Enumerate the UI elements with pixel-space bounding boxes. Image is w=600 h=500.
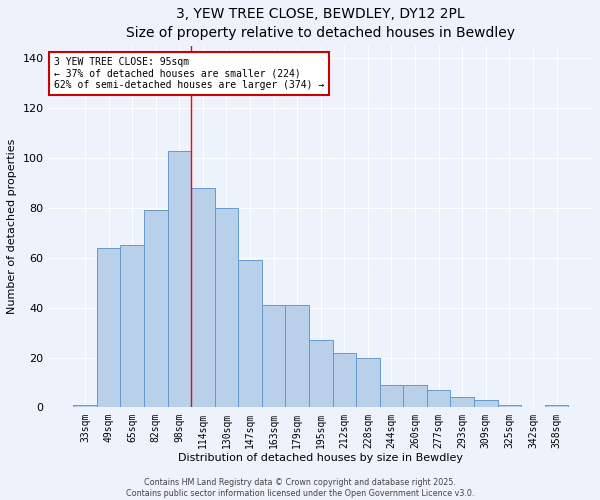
Bar [238, 260, 262, 408]
Bar [497, 405, 521, 407]
Y-axis label: Number of detached properties: Number of detached properties [7, 139, 17, 314]
Bar [167, 150, 191, 408]
Bar [427, 390, 451, 407]
Bar [309, 340, 332, 407]
Bar [144, 210, 167, 408]
Bar [97, 248, 121, 408]
Bar [73, 405, 97, 407]
Bar [545, 405, 568, 407]
X-axis label: Distribution of detached houses by size in Bewdley: Distribution of detached houses by size … [178, 453, 463, 463]
Bar [262, 305, 286, 408]
Bar [474, 400, 497, 407]
Bar [191, 188, 215, 408]
Bar [215, 208, 238, 408]
Text: 3 YEW TREE CLOSE: 95sqm
← 37% of detached houses are smaller (224)
62% of semi-d: 3 YEW TREE CLOSE: 95sqm ← 37% of detache… [54, 56, 324, 90]
Bar [451, 398, 474, 407]
Title: 3, YEW TREE CLOSE, BEWDLEY, DY12 2PL
Size of property relative to detached house: 3, YEW TREE CLOSE, BEWDLEY, DY12 2PL Siz… [126, 7, 515, 40]
Bar [332, 352, 356, 408]
Bar [356, 358, 380, 408]
Bar [286, 305, 309, 408]
Text: Contains HM Land Registry data © Crown copyright and database right 2025.
Contai: Contains HM Land Registry data © Crown c… [126, 478, 474, 498]
Bar [121, 246, 144, 408]
Bar [380, 385, 403, 407]
Bar [403, 385, 427, 407]
